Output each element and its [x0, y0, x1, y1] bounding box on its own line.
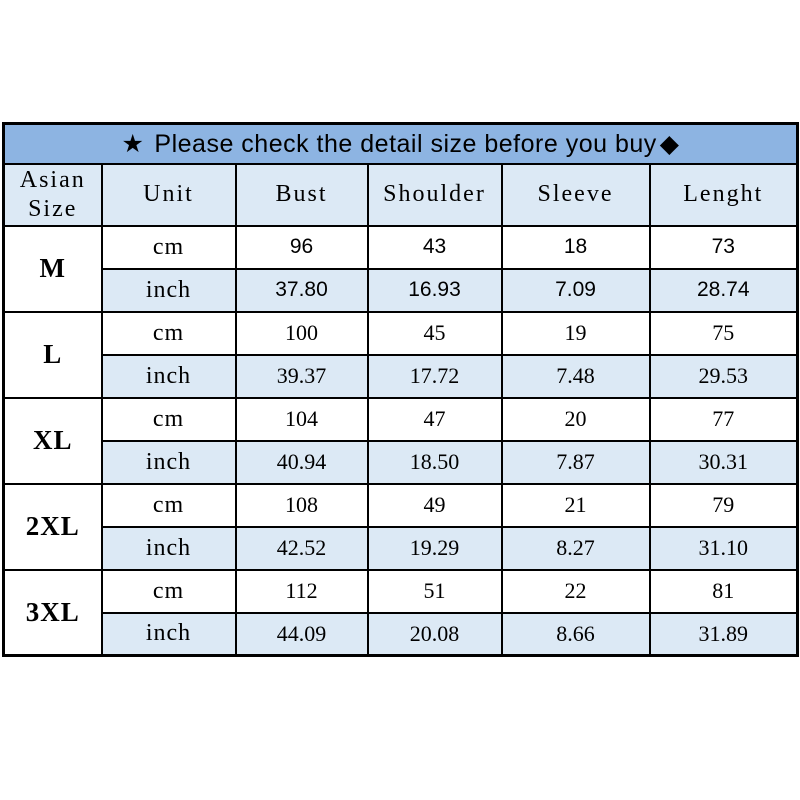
column-header-bust: Bust: [234, 162, 369, 227]
bust-cm-value: 112: [234, 568, 369, 614]
banner-row: ★ Please check the detail size before you…: [2, 122, 799, 165]
size-group-m: M cm 96 43 18 73 inch 37.80 16.93 7.09 2…: [2, 224, 799, 313]
shoulder-cm-value: 47: [366, 396, 503, 442]
size-group-xl: XL cm 104 47 20 77 inch 40.94 18.50 7.87…: [2, 396, 799, 485]
size-label: 2XL: [2, 482, 103, 571]
column-header-length: Lenght: [648, 162, 799, 227]
shoulder-inch-value: 19.29: [366, 525, 503, 571]
bust-inch-value: 42.52: [234, 525, 369, 571]
size-chart-table: ★ Please check the detail size before you…: [2, 122, 800, 657]
sleeve-inch-value: 7.09: [500, 267, 651, 313]
unit-label-cm: cm: [100, 310, 237, 356]
size-group-3xl: 3XL cm 112 51 22 81 inch 44.09 20.08 8.6…: [2, 568, 799, 657]
unit-label-cm: cm: [100, 224, 237, 270]
shoulder-inch-value: 16.93: [366, 267, 503, 313]
sleeve-cm-value: 22: [500, 568, 651, 614]
bust-cm-value: 104: [234, 396, 369, 442]
table-row: M cm 96 43 18 73: [2, 224, 799, 313]
sleeve-cm-value: 20: [500, 396, 651, 442]
table-row: L cm 100 45 19 75: [2, 310, 799, 399]
diamond-icon: ◆: [659, 129, 680, 158]
banner-text: Please check the detail size before you …: [154, 129, 657, 158]
size-label: XL: [2, 396, 103, 485]
bust-inch-value: 39.37: [234, 353, 369, 399]
shoulder-cm-value: 43: [366, 224, 503, 270]
unit-label-cm: cm: [100, 568, 237, 614]
table-row: inch 42.52 19.29 8.27 31.10: [4, 525, 799, 571]
unit-label-inch: inch: [100, 611, 237, 657]
unit-label-cm: cm: [100, 482, 237, 528]
table-row: inch 39.37 17.72 7.48 29.53: [4, 353, 799, 399]
unit-label-inch: inch: [100, 353, 237, 399]
bust-inch-value: 44.09: [234, 611, 369, 657]
column-header-unit: Unit: [100, 162, 237, 227]
table-row: inch 37.80 16.93 7.09 28.74: [4, 267, 799, 313]
size-group-l: L cm 100 45 19 75 inch 39.37 17.72 7.48 …: [2, 310, 799, 399]
length-inch-value: 31.10: [648, 525, 799, 571]
table-row: inch 40.94 18.50 7.87 30.31: [4, 439, 799, 485]
column-header-shoulder: Shoulder: [366, 162, 503, 227]
unit-label-cm: cm: [100, 396, 237, 442]
unit-label-inch: inch: [100, 267, 237, 313]
length-cm-value: 75: [648, 310, 799, 356]
banner: ★ Please check the detail size before you…: [2, 122, 799, 165]
sleeve-cm-value: 18: [500, 224, 651, 270]
length-inch-value: 31.89: [648, 611, 799, 657]
shoulder-cm-value: 45: [366, 310, 503, 356]
bust-cm-value: 96: [234, 224, 369, 270]
unit-label-inch: inch: [100, 439, 237, 485]
column-header-sleeve: Sleeve: [500, 162, 651, 227]
size-label: L: [2, 310, 103, 399]
column-header-row: Asian Size Unit Bust Shoulder Sleeve Len…: [2, 162, 799, 227]
shoulder-cm-value: 51: [366, 568, 503, 614]
star-icon: ★: [121, 129, 145, 158]
sleeve-inch-value: 8.27: [500, 525, 651, 571]
length-cm-value: 77: [648, 396, 799, 442]
bust-cm-value: 108: [234, 482, 369, 528]
sleeve-cm-value: 19: [500, 310, 651, 356]
sleeve-inch-value: 7.48: [500, 353, 651, 399]
unit-label-inch: inch: [100, 525, 237, 571]
shoulder-cm-value: 49: [366, 482, 503, 528]
sleeve-cm-value: 21: [500, 482, 651, 528]
size-label: M: [2, 224, 103, 313]
length-inch-value: 30.31: [648, 439, 799, 485]
shoulder-inch-value: 20.08: [366, 611, 503, 657]
size-group-2xl: 2XL cm 108 49 21 79 inch 42.52 19.29 8.2…: [2, 482, 799, 571]
length-cm-value: 73: [648, 224, 799, 270]
bust-cm-value: 100: [234, 310, 369, 356]
table-row: XL cm 104 47 20 77: [2, 396, 799, 485]
bust-inch-value: 40.94: [234, 439, 369, 485]
sleeve-inch-value: 8.66: [500, 611, 651, 657]
shoulder-inch-value: 17.72: [366, 353, 503, 399]
bust-inch-value: 37.80: [234, 267, 369, 313]
column-header-asian-size: Asian Size: [2, 162, 103, 227]
length-inch-value: 29.53: [648, 353, 799, 399]
size-label: 3XL: [2, 568, 103, 657]
table-row: 3XL cm 112 51 22 81: [2, 568, 799, 657]
length-inch-value: 28.74: [648, 267, 799, 313]
table-row: inch 44.09 20.08 8.66 31.89: [4, 611, 799, 657]
length-cm-value: 81: [648, 568, 799, 614]
length-cm-value: 79: [648, 482, 799, 528]
table-row: 2XL cm 108 49 21 79: [2, 482, 799, 571]
shoulder-inch-value: 18.50: [366, 439, 503, 485]
sleeve-inch-value: 7.87: [500, 439, 651, 485]
